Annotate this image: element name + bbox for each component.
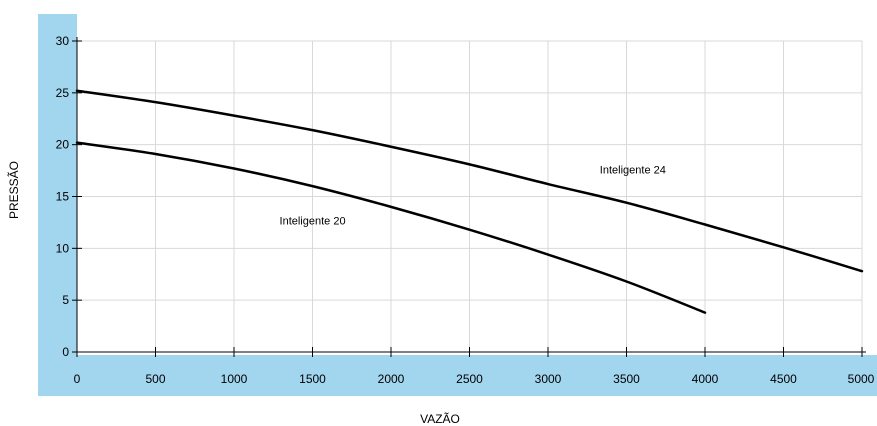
grid	[77, 40, 863, 352]
y-tick-label-25: 25	[56, 86, 70, 100]
y-tick-label-0: 0	[62, 345, 69, 359]
x-tick-label-3000: 3000	[535, 372, 562, 386]
plot-area	[77, 14, 877, 355]
series-line-1	[75, 89, 864, 273]
x-tick-label-3500: 3500	[613, 372, 640, 386]
tick-labels: 0 5 10 15 20 25 30 0 500 1000 1500 2000 2500 3000 3500…	[56, 34, 875, 386]
y-axis-title: PRESSÃO	[7, 161, 21, 219]
y-tick-label-20: 20	[56, 138, 70, 152]
series-label-2: Inteligente 20	[280, 215, 346, 227]
y-tick-label-10: 10	[56, 241, 70, 255]
x-tick-label-5000: 5000	[848, 372, 875, 386]
x-axis-title: VAZÃO	[420, 412, 460, 426]
x-axis-band	[38, 355, 877, 396]
x-tick-label-0: 0	[74, 372, 81, 386]
y-tick-label-30: 30	[56, 34, 70, 48]
x-tick-label-500: 500	[145, 372, 165, 386]
x-tick-label-1000: 1000	[221, 372, 248, 386]
series-lines	[75, 89, 864, 314]
x-tick-label-4000: 4000	[692, 372, 719, 386]
series-labels: Inteligente 24 Inteligente 20	[280, 165, 666, 228]
series-label-1: Inteligente 24	[600, 165, 666, 177]
x-tick-label-2500: 2500	[456, 372, 483, 386]
y-axis-band	[38, 14, 77, 396]
axes	[72, 37, 866, 357]
y-tick-label-15: 15	[56, 190, 70, 204]
series-line-2	[75, 141, 707, 314]
x-tick-label-1500: 1500	[299, 372, 326, 386]
y-tick-label-5: 5	[62, 293, 69, 307]
x-tick-label-2000: 2000	[378, 372, 405, 386]
x-tick-label-4500: 4500	[770, 372, 797, 386]
